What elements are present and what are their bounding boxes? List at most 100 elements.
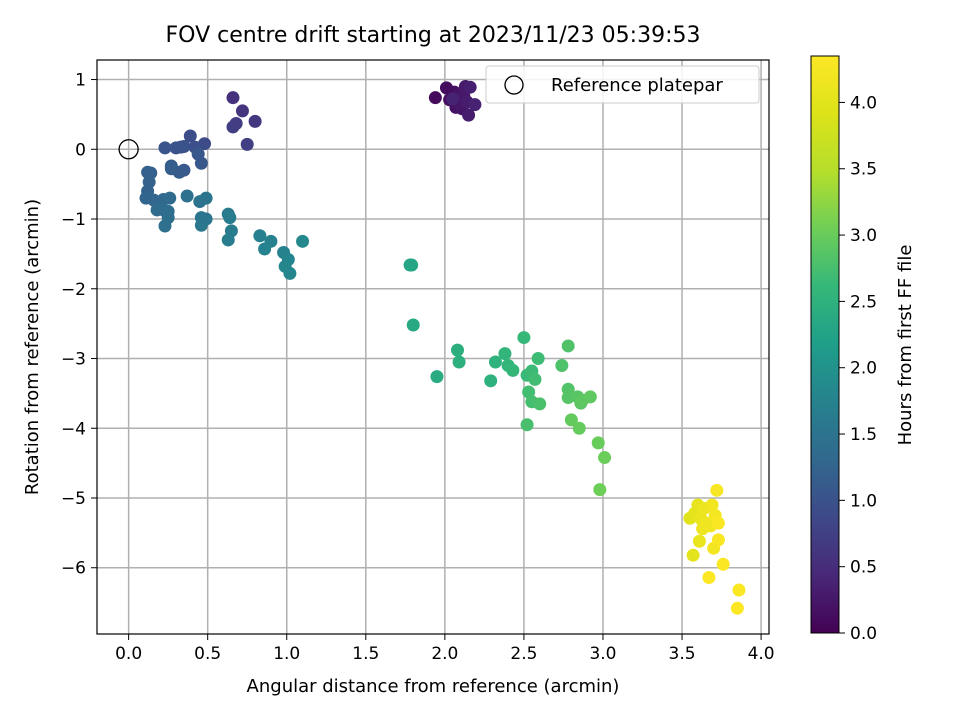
y-tick-label: −6 xyxy=(61,559,86,579)
data-point xyxy=(732,583,746,597)
x-axis-label: Angular distance from reference (arcmin) xyxy=(247,676,620,697)
data-point xyxy=(169,141,183,155)
data-point xyxy=(716,557,730,571)
reference-platepar-marker xyxy=(118,139,139,160)
data-point xyxy=(451,343,465,357)
data-point xyxy=(686,548,700,562)
data-point xyxy=(150,203,164,217)
colorbar-tick-label: 3.0 xyxy=(850,226,877,246)
colorbar-tick-label: 2.0 xyxy=(850,359,877,379)
data-point xyxy=(223,211,237,225)
data-point xyxy=(583,390,597,404)
data-point xyxy=(498,347,512,361)
data-point xyxy=(194,156,208,170)
data-point xyxy=(593,483,607,497)
data-point xyxy=(163,191,177,205)
data-point xyxy=(235,104,249,118)
data-point xyxy=(405,258,419,272)
x-tick-label: 1.0 xyxy=(273,644,300,664)
y-tick-label: −4 xyxy=(61,419,86,439)
data-point xyxy=(283,266,297,280)
y-tick-label: −3 xyxy=(61,350,86,370)
data-point xyxy=(296,234,310,248)
data-point xyxy=(199,191,213,205)
data-point xyxy=(226,91,240,105)
x-tick-label: 0.0 xyxy=(115,644,142,664)
colorbar-tick-label: 1.5 xyxy=(850,425,877,445)
legend: Reference platepar xyxy=(485,65,760,104)
data-point xyxy=(711,516,725,530)
data-point xyxy=(711,533,725,547)
legend-marker-icon xyxy=(504,75,524,95)
data-point xyxy=(484,374,498,388)
x-tick-label: 2.0 xyxy=(431,644,458,664)
data-point xyxy=(253,229,267,243)
x-axis-ticks: 0.0 0.5 1.0 1.5 2.0 2.5 3.0 3.5 4.0 xyxy=(115,634,775,664)
y-tick-label: 1 xyxy=(75,71,86,91)
data-point xyxy=(141,165,155,179)
y-axis-label: Rotation from reference (arcmin) xyxy=(22,199,43,495)
y-axis-ticks: 1 0 −1 −2 −3 −4 −5 −6 xyxy=(61,71,97,579)
colorbar-tick-label: 0.5 xyxy=(850,558,877,578)
colorbar-tick-label: 4.0 xyxy=(850,93,877,113)
data-point xyxy=(561,339,575,353)
data-point xyxy=(488,355,502,369)
colorbar-label: Hours from first FF file xyxy=(895,245,916,446)
data-point xyxy=(506,363,520,377)
colorbar-tick-label: 1.0 xyxy=(850,491,877,511)
data-point xyxy=(692,534,706,548)
data-point xyxy=(180,189,194,203)
data-point xyxy=(555,358,569,372)
x-tick-label: 1.5 xyxy=(352,644,379,664)
x-tick-label: 3.5 xyxy=(669,644,696,664)
data-point xyxy=(561,391,575,405)
data-point xyxy=(705,498,719,512)
data-point xyxy=(702,571,716,585)
x-tick-label: 4.0 xyxy=(748,644,775,664)
data-point xyxy=(226,120,240,134)
data-point xyxy=(528,372,542,386)
data-point xyxy=(452,355,466,369)
data-point xyxy=(248,114,262,128)
data-point xyxy=(572,421,586,435)
data-point xyxy=(710,483,724,497)
y-tick-label: 0 xyxy=(75,140,86,160)
data-point xyxy=(522,385,536,399)
data-point xyxy=(462,108,476,122)
data-point xyxy=(158,141,172,155)
data-point xyxy=(468,98,482,112)
colorbar-gradient xyxy=(810,55,840,634)
data-point xyxy=(240,137,254,151)
data-point xyxy=(194,218,208,232)
data-point xyxy=(221,233,235,247)
y-tick-label: −2 xyxy=(61,280,86,300)
colorbar-tick-label: 2.5 xyxy=(850,292,877,312)
colorbar: 0.0 0.5 1.0 1.5 2.0 2.5 3.0 3.5 4.0 Hours from f… xyxy=(810,55,916,644)
colorbar-tick-label: 0.0 xyxy=(850,624,877,644)
data-points xyxy=(139,80,746,615)
legend-entry-label: Reference platepar xyxy=(551,75,723,96)
data-point xyxy=(730,601,744,615)
chart-title: FOV centre drift starting at 2023/11/23 … xyxy=(166,23,701,48)
data-point xyxy=(430,370,444,384)
x-tick-label: 0.5 xyxy=(194,644,221,664)
data-point xyxy=(533,397,547,411)
y-tick-label: −5 xyxy=(61,489,86,509)
colorbar-tick-label: 3.5 xyxy=(850,160,877,180)
x-tick-label: 2.5 xyxy=(510,644,537,664)
data-point xyxy=(517,331,531,345)
data-point xyxy=(531,352,545,366)
data-point xyxy=(258,242,272,256)
x-tick-label: 3.0 xyxy=(589,644,616,664)
reference-marker-group xyxy=(118,139,139,160)
data-point xyxy=(428,91,442,105)
data-point xyxy=(183,129,197,143)
legend-box xyxy=(485,65,760,104)
data-point xyxy=(564,413,578,427)
data-point xyxy=(598,451,612,465)
data-point xyxy=(591,436,605,450)
colorbar-ticks: 0.0 0.5 1.0 1.5 2.0 2.5 3.0 3.5 4.0 xyxy=(839,93,877,644)
data-point xyxy=(164,162,178,176)
